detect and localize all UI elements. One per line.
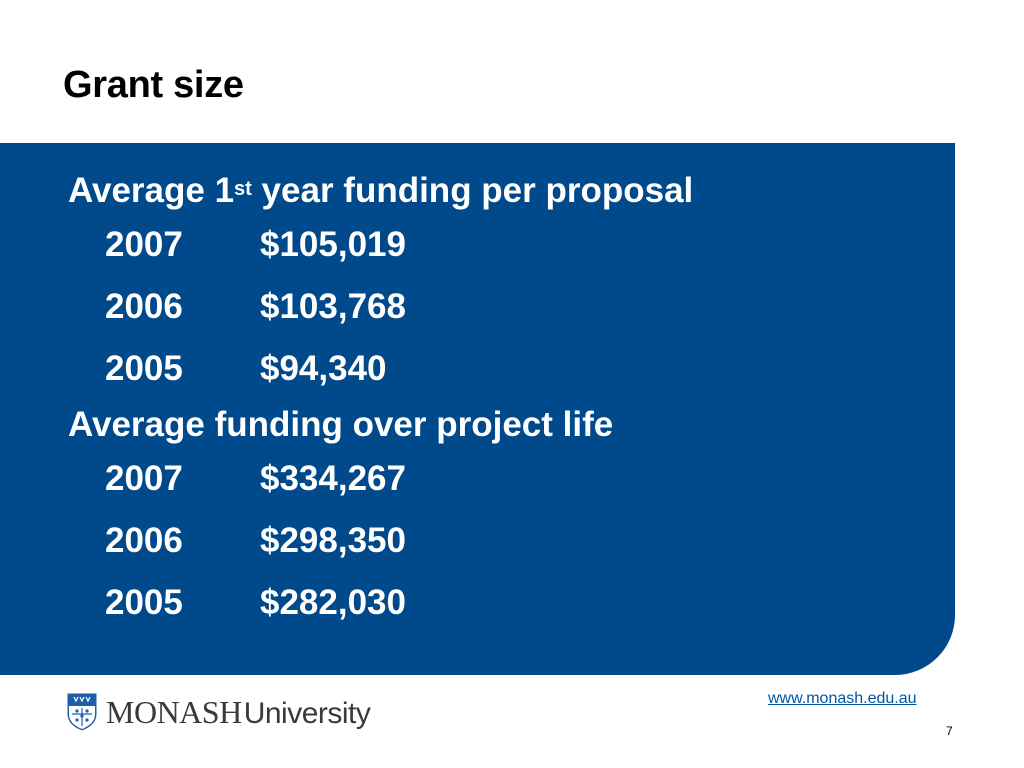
row-year: 2005 [105,583,183,622]
row-year: 2006 [105,287,183,326]
section-heading-project-life: Average funding over project life [68,405,614,444]
row-year: 2006 [105,521,183,560]
slide-title: Grant size [63,64,244,106]
data-row: 2005 $282,030 [105,572,693,634]
row-amount: $105,019 [260,225,406,264]
website-link[interactable]: www.monash.edu.au [768,690,917,707]
row-amount: $282,030 [260,583,406,622]
row-amount: $334,267 [260,459,406,498]
logo-monash: MONASH [106,693,242,730]
row-year: 2007 [105,225,183,264]
logo-university: University [243,696,371,730]
data-row: 2006 $298,350 [105,510,693,572]
heading-superscript: st [234,178,252,200]
row-amount: $94,340 [260,349,387,388]
heading-suffix: year funding per proposal [251,171,694,210]
row-year: 2005 [105,349,183,388]
monash-crest-icon [66,692,98,732]
monash-wordmark: MONASHUniversity [106,693,371,731]
row-amount: $298,350 [260,521,406,560]
section-heading-first-year: Average 1st year funding per proposal [68,168,693,214]
data-row: 2005 $94,340 [105,338,693,400]
content-panel [0,143,955,675]
row-year: 2007 [105,459,183,498]
row-amount: $103,768 [260,287,406,326]
data-row: 2007 $105,019 [105,214,693,276]
content-body: Average 1st year funding per proposal 20… [68,168,693,634]
heading-prefix: Average 1 [68,171,235,210]
data-row: 2007 $334,267 [105,448,693,510]
monash-logo: MONASHUniversity [66,692,371,732]
page-number: 7 [946,724,953,738]
data-row: 2006 $103,768 [105,276,693,338]
